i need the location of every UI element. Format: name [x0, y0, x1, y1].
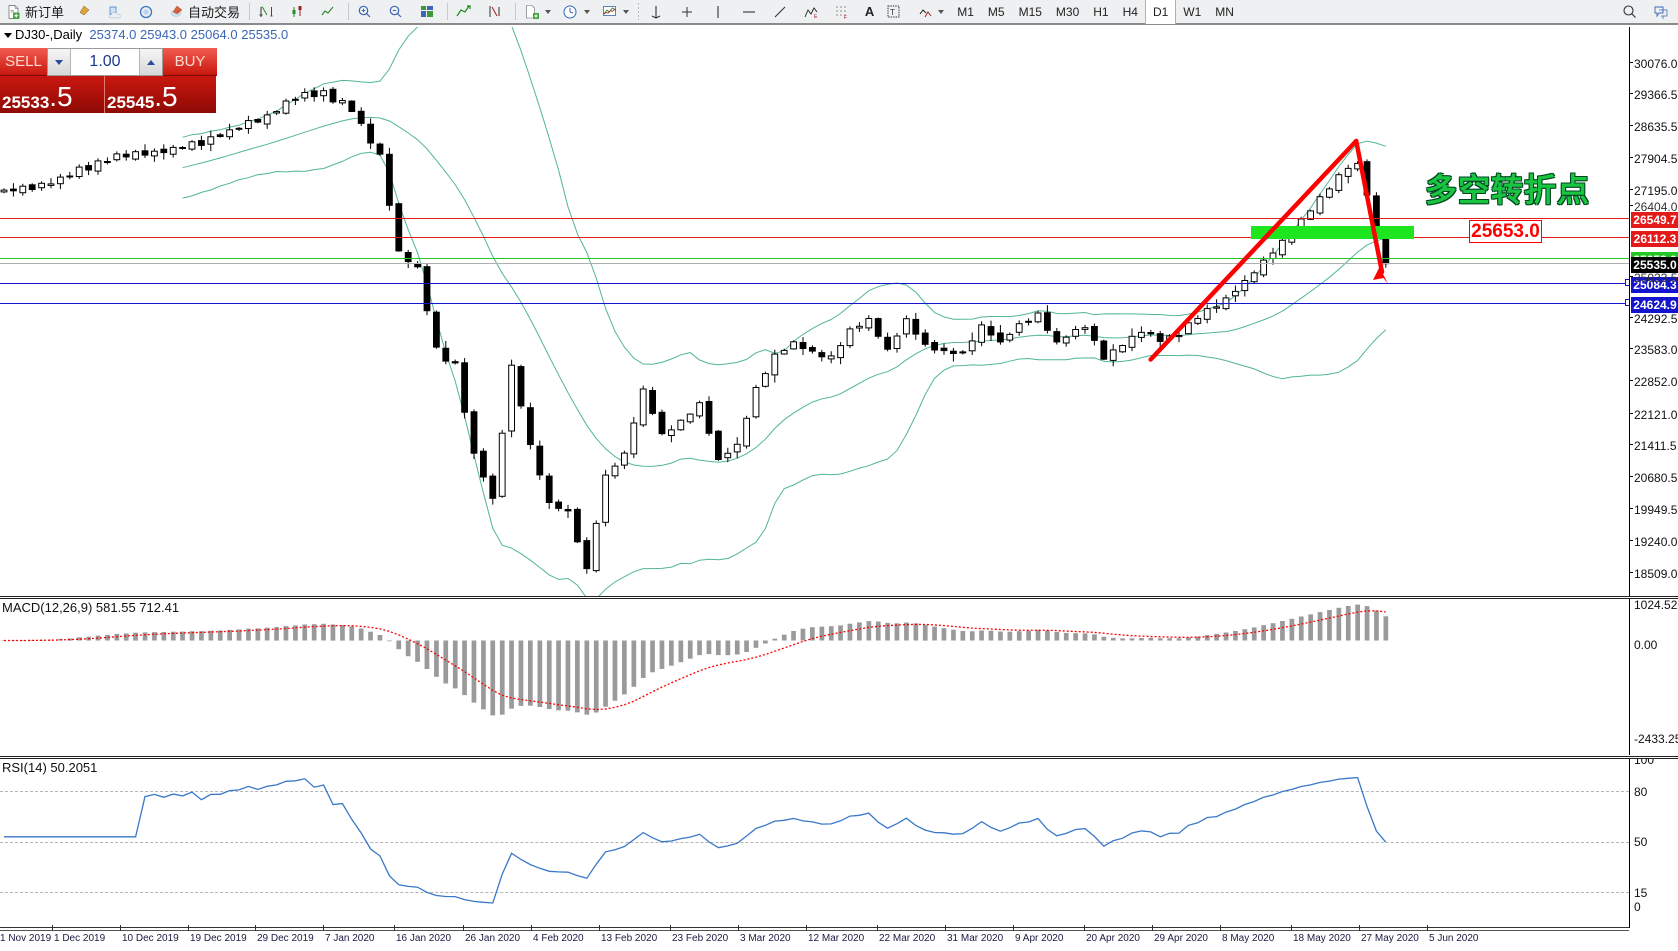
svg-text:T: T: [890, 8, 895, 17]
svg-text:F: F: [844, 15, 847, 20]
svg-text:E: E: [814, 14, 818, 20]
